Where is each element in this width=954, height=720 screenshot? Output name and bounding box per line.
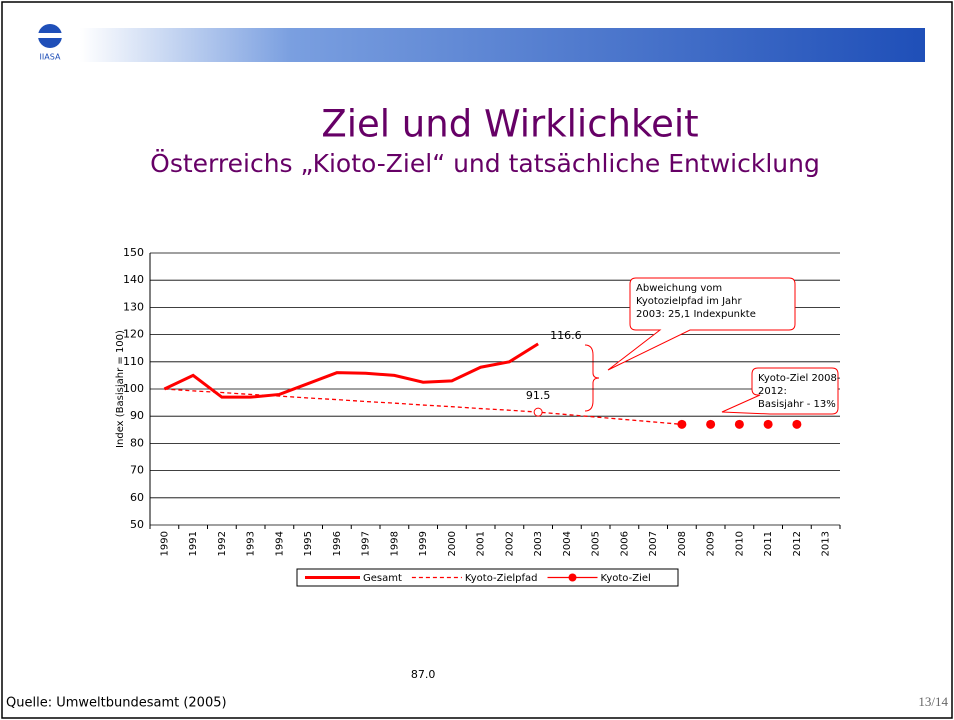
x-tick-label: 2012 bbox=[792, 531, 803, 556]
header-bar bbox=[80, 28, 925, 62]
x-tick-label: 2007 bbox=[648, 531, 659, 556]
callout bbox=[607, 277, 796, 371]
x-tick-label: 1999 bbox=[418, 531, 429, 556]
x-tick-label: 1996 bbox=[332, 531, 343, 556]
x-tick-label: 1991 bbox=[188, 531, 199, 556]
legend-label: Kyoto-Zielpfad bbox=[465, 573, 538, 584]
callout-text: Kyoto-Ziel 2008- bbox=[758, 373, 841, 384]
logo-stripe bbox=[38, 33, 62, 38]
marker bbox=[763, 419, 773, 429]
y-tick-label: 120 bbox=[123, 328, 144, 341]
x-tick-label: 2011 bbox=[763, 531, 774, 556]
x-tick-label: 2008 bbox=[677, 531, 688, 556]
value-label: 87.0 bbox=[411, 668, 436, 681]
y-tick-label: 70 bbox=[130, 464, 144, 477]
x-tick-label: 1998 bbox=[389, 531, 400, 556]
slide-title: Ziel und Wirklichkeit bbox=[321, 103, 698, 146]
x-tick-label: 1993 bbox=[246, 531, 257, 556]
series-line bbox=[163, 342, 539, 399]
y-tick-label: 80 bbox=[130, 436, 144, 449]
callout-text: 2012: bbox=[758, 386, 787, 397]
y-tick-label: 140 bbox=[123, 273, 144, 286]
y-tick-label: 50 bbox=[130, 518, 144, 531]
source: Quelle: Umweltbundesamt (2005) bbox=[6, 696, 227, 711]
callout-text: Abweichung vom bbox=[636, 283, 722, 294]
x-tick-label: 1992 bbox=[217, 531, 228, 556]
callout bbox=[721, 367, 839, 415]
callout-text: Basisjahr - 13% bbox=[758, 399, 836, 410]
x-tick-label: 2002 bbox=[504, 531, 515, 556]
y-tick-label: 100 bbox=[123, 382, 144, 395]
callout-text: 2003: 25,1 Indexpunkte bbox=[636, 309, 756, 320]
y-axis-label: Index (Basisjahr = 100) bbox=[115, 330, 126, 448]
series-line bbox=[164, 388, 682, 426]
y-tick-label: 60 bbox=[130, 491, 144, 504]
callout-text: Kyotozielpfad im Jahr bbox=[636, 296, 742, 307]
y-tick-label: 130 bbox=[123, 300, 144, 313]
legend-label: Gesamt bbox=[363, 573, 402, 584]
slide-subtitle: Österreichs „Kioto-Ziel“ und tatsächlich… bbox=[150, 149, 820, 178]
x-tick-label: 2010 bbox=[734, 531, 745, 556]
x-tick-label: 2003 bbox=[533, 531, 544, 556]
value-label: 91.5 bbox=[526, 389, 551, 402]
value-label: 116.6 bbox=[550, 329, 582, 342]
x-tick-label: 1990 bbox=[159, 531, 170, 556]
marker bbox=[792, 419, 802, 429]
marker bbox=[734, 419, 744, 429]
x-tick-label: 2001 bbox=[476, 531, 487, 556]
x-tick-label: 2006 bbox=[619, 531, 630, 556]
logo-text: IIASA bbox=[40, 53, 61, 62]
legend-label: Kyoto-Ziel bbox=[601, 573, 651, 584]
y-tick-label: 150 bbox=[123, 246, 144, 259]
y-tick-label: 90 bbox=[130, 409, 144, 422]
legend-marker bbox=[568, 573, 577, 582]
y-tick-label: 110 bbox=[123, 355, 144, 368]
x-tick-label: 2000 bbox=[447, 531, 458, 556]
marker bbox=[533, 407, 543, 417]
x-tick-label: 2004 bbox=[562, 531, 573, 556]
x-tick-label: 2009 bbox=[706, 531, 717, 556]
x-tick-label: 2005 bbox=[591, 531, 602, 556]
x-tick-label: 1994 bbox=[274, 531, 285, 556]
x-tick-label: 2013 bbox=[821, 531, 832, 556]
marker bbox=[677, 419, 687, 429]
page-number: 13/14 bbox=[918, 694, 948, 709]
marker bbox=[706, 419, 716, 429]
x-tick-label: 1995 bbox=[303, 531, 314, 556]
legend-box bbox=[296, 568, 679, 587]
x-tick-label: 1997 bbox=[361, 531, 372, 556]
brace bbox=[584, 344, 600, 412]
